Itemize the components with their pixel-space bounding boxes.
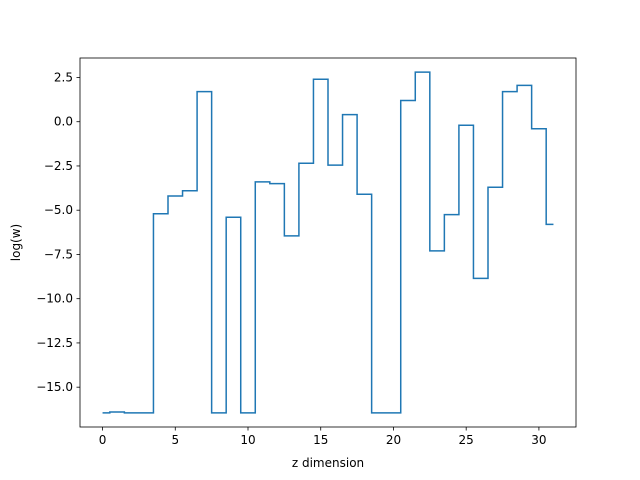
y-axis-ticks: 2.5 0.0 −2.5 −5.0 −7.5 −10.0 −12.5 −15.0 — [36, 70, 80, 394]
y-tick-label: 2.5 — [54, 70, 73, 84]
series-line — [102, 71, 554, 414]
x-tick-label: 0 — [99, 433, 107, 447]
x-tick-label: 5 — [171, 433, 179, 447]
x-tick-label: 20 — [386, 433, 401, 447]
x-tick-label: 10 — [240, 433, 255, 447]
x-tick-label: 25 — [459, 433, 474, 447]
y-tick-label: −2.5 — [44, 159, 73, 173]
y-tick-label: −7.5 — [44, 247, 73, 261]
y-axis-label: log(w) — [9, 224, 23, 261]
x-tick-label: 30 — [531, 433, 546, 447]
y-tick-label: −15.0 — [36, 380, 73, 394]
y-tick-label: 0.0 — [54, 115, 73, 129]
y-tick-label: −5.0 — [44, 203, 73, 217]
x-axis-label: z dimension — [292, 456, 364, 470]
y-tick-label: −12.5 — [36, 336, 73, 350]
y-tick-label: −10.0 — [36, 292, 73, 306]
x-tick-label: 15 — [313, 433, 328, 447]
plot-area-frame — [79, 57, 577, 428]
x-axis-ticks: 0 5 10 15 20 25 30 — [99, 427, 547, 447]
